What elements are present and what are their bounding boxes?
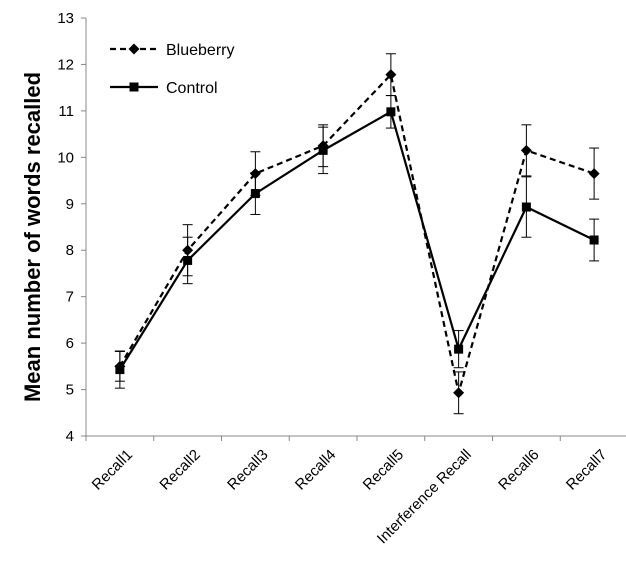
x-tick-label: Recall2	[156, 446, 203, 493]
data-point-blueberry	[588, 168, 600, 180]
y-tick-label: 10	[57, 149, 74, 166]
error-bars	[114, 53, 600, 415]
data-point-control	[318, 145, 328, 155]
data-point-blueberry	[520, 144, 532, 156]
y-tick-label: 7	[66, 289, 74, 306]
y-tick-label: 13	[57, 10, 74, 27]
y-tick-label: 6	[66, 335, 74, 352]
data-point-blueberry	[249, 168, 261, 180]
data-point-control	[115, 365, 125, 375]
data-point-blueberry	[453, 387, 465, 399]
series-markers	[114, 69, 600, 399]
data-point-control	[183, 255, 193, 265]
legend-marker-control	[129, 82, 139, 92]
y-tick-label: 11	[58, 103, 74, 120]
y-tick-label: 8	[66, 242, 74, 259]
y-tick-label: 5	[66, 382, 74, 399]
x-tick-label: Recall6	[495, 446, 542, 493]
y-tick-label: 4	[66, 428, 74, 445]
data-point-control	[521, 202, 531, 212]
series-line-blueberry	[118, 72, 595, 394]
x-tick-label: Recall3	[224, 446, 271, 493]
y-axis-label: Mean number of words recalled	[20, 72, 45, 402]
x-tick-label: Recall7	[563, 446, 610, 493]
series-line-control	[118, 110, 595, 371]
y-tick-label: 12	[57, 56, 74, 73]
data-point-control	[454, 344, 464, 354]
x-tick-label: Recall4	[292, 446, 339, 493]
legend-label-blueberry: Blueberry	[166, 42, 234, 59]
data-point-blueberry	[385, 69, 397, 81]
data-point-control	[589, 235, 599, 245]
data-point-control	[386, 107, 396, 117]
x-ticks: Recall1 Recall2 Recall3 Recall4 Recall5Inter…	[85, 436, 610, 547]
x-tick-label: Recall1	[89, 446, 136, 493]
data-point-control	[250, 189, 260, 199]
legend-label-control: Control	[166, 80, 218, 97]
legend: Blueberry Control	[110, 42, 234, 97]
x-tick-label: Recall5	[360, 446, 407, 493]
data-point-blueberry	[182, 244, 194, 256]
series-lines	[118, 72, 595, 394]
y-tick-label: 9	[66, 196, 74, 213]
y-ticks: 4 5 6 7 8 9 10 11 12 13	[57, 10, 86, 445]
legend-marker-blueberry	[128, 43, 140, 55]
